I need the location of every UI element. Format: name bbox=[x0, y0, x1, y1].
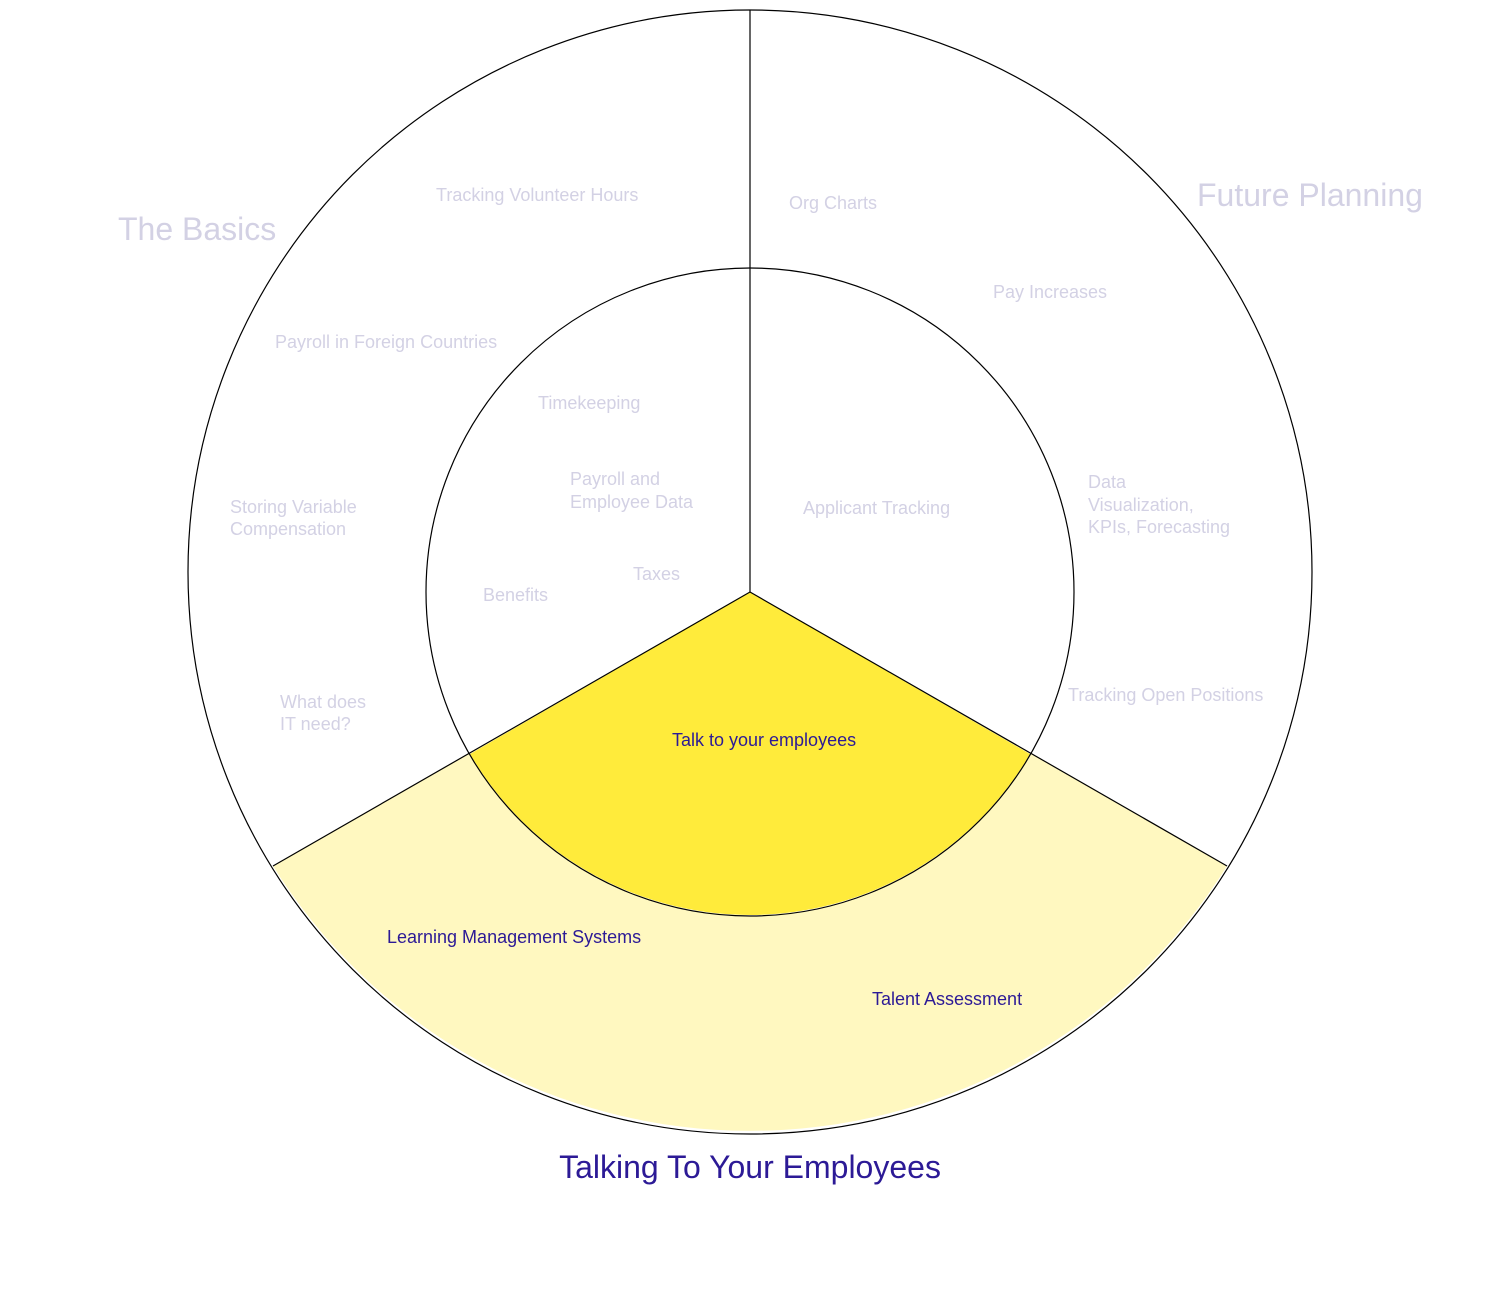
label-it-line1[interactable]: What does bbox=[280, 692, 366, 712]
label-variable-line1[interactable]: Storing Variable bbox=[230, 497, 357, 517]
label-foreign-payroll[interactable]: Payroll in Foreign Countries bbox=[275, 332, 497, 352]
label-volunteer-hours[interactable]: Tracking Volunteer Hours bbox=[436, 185, 638, 205]
label-data-line1[interactable]: Data bbox=[1088, 472, 1127, 492]
label-pay-increases[interactable]: Pay Increases bbox=[993, 282, 1107, 302]
label-applicant-tracking[interactable]: Applicant Tracking bbox=[803, 498, 950, 518]
divider-left bbox=[272, 591, 751, 867]
divider-right bbox=[749, 591, 1228, 867]
label-payroll-line2[interactable]: Employee Data bbox=[570, 492, 694, 512]
label-data-line3[interactable]: KPIs, Forecasting bbox=[1088, 517, 1230, 537]
label-lms[interactable]: Learning Management Systems bbox=[387, 927, 641, 947]
label-talent-assessment[interactable]: Talent Assessment bbox=[872, 989, 1022, 1009]
section-title-future[interactable]: Future Planning bbox=[1197, 177, 1423, 213]
label-timekeeping[interactable]: Timekeeping bbox=[538, 393, 640, 413]
section-title-basics[interactable]: The Basics bbox=[118, 211, 276, 247]
label-open-positions[interactable]: Tracking Open Positions bbox=[1068, 685, 1263, 705]
label-talk-to-employees[interactable]: Talk to your employees bbox=[672, 730, 856, 750]
label-taxes[interactable]: Taxes bbox=[633, 564, 680, 584]
label-payroll-line1[interactable]: Payroll and bbox=[570, 469, 660, 489]
label-variable-line2[interactable]: Compensation bbox=[230, 519, 346, 539]
label-org-charts[interactable]: Org Charts bbox=[789, 193, 877, 213]
section-title-talking[interactable]: Talking To Your Employees bbox=[559, 1149, 941, 1185]
sector-talking-inner[interactable] bbox=[470, 592, 1030, 915]
label-data-line2[interactable]: Visualization, bbox=[1088, 495, 1194, 515]
label-benefits[interactable]: Benefits bbox=[483, 585, 548, 605]
label-it-line2[interactable]: IT need? bbox=[280, 714, 351, 734]
